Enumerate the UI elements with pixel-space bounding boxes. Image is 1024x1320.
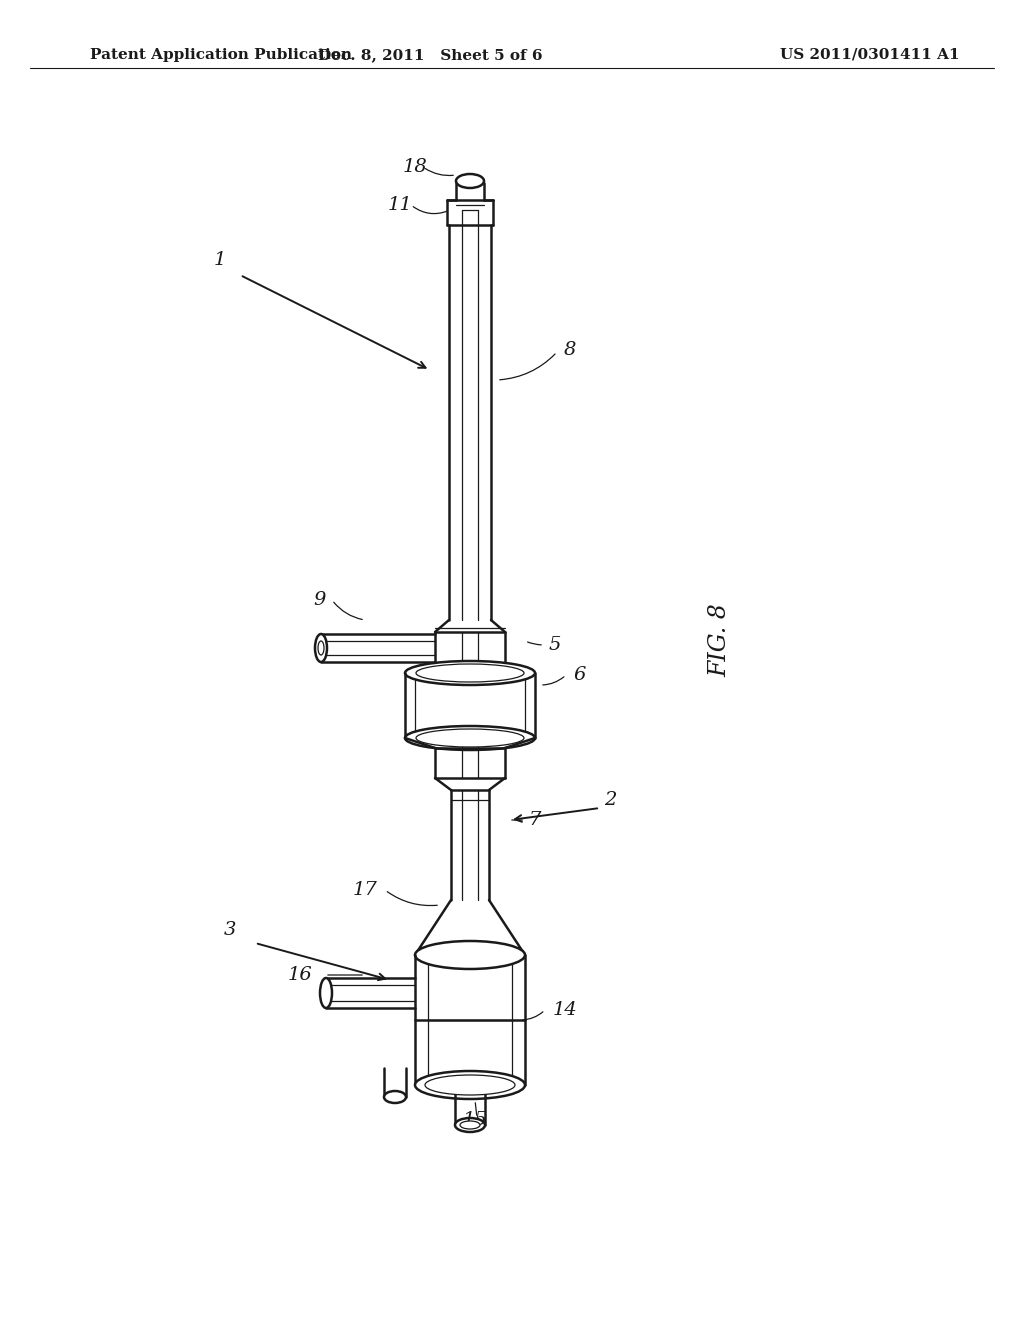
Text: 15: 15 [463, 1111, 487, 1129]
Text: 3: 3 [224, 921, 237, 939]
Text: 6: 6 [573, 667, 586, 684]
Text: 17: 17 [352, 880, 378, 899]
Ellipse shape [406, 726, 535, 750]
Ellipse shape [315, 634, 327, 663]
Ellipse shape [460, 1121, 480, 1129]
Text: 11: 11 [388, 195, 413, 214]
Text: FIG. 8: FIG. 8 [709, 603, 731, 677]
Text: 1: 1 [214, 251, 226, 269]
Ellipse shape [455, 1118, 485, 1133]
Text: 8: 8 [564, 341, 577, 359]
Text: US 2011/0301411 A1: US 2011/0301411 A1 [780, 48, 959, 62]
Text: 9: 9 [313, 591, 327, 609]
Ellipse shape [415, 941, 525, 969]
Text: 2: 2 [604, 791, 616, 809]
Text: 18: 18 [402, 158, 427, 176]
Text: Patent Application Publication: Patent Application Publication [90, 48, 352, 62]
Ellipse shape [319, 978, 332, 1008]
Ellipse shape [406, 661, 535, 685]
Ellipse shape [456, 174, 484, 187]
Ellipse shape [384, 1092, 406, 1104]
Ellipse shape [425, 1074, 515, 1096]
Text: 14: 14 [553, 1001, 578, 1019]
Text: 7: 7 [528, 810, 542, 829]
Ellipse shape [416, 664, 524, 682]
Ellipse shape [416, 729, 524, 747]
Text: 5: 5 [549, 636, 561, 653]
Ellipse shape [318, 642, 324, 655]
Text: Dec. 8, 2011   Sheet 5 of 6: Dec. 8, 2011 Sheet 5 of 6 [317, 48, 543, 62]
Ellipse shape [415, 1071, 525, 1100]
Text: 16: 16 [288, 966, 312, 983]
